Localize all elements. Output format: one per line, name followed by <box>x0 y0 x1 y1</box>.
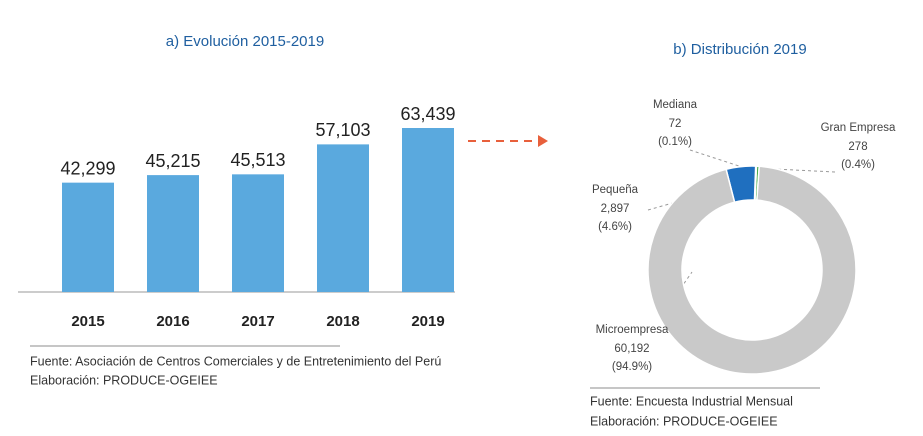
x-tick-label: 2016 <box>156 313 189 330</box>
value-label: 63,439 <box>400 104 455 124</box>
chart-title: a) Evolución 2015-2019 <box>166 33 324 50</box>
bar <box>317 144 369 292</box>
segment-name: Pequeña <box>592 184 639 196</box>
value-label: 72 <box>669 118 682 130</box>
value-label: 57,103 <box>315 120 370 140</box>
bar <box>402 128 454 292</box>
share-label: (0.1%) <box>658 136 692 148</box>
x-tick-label: 2017 <box>241 313 274 330</box>
value-label: 278 <box>848 141 867 153</box>
share-label: (94.9%) <box>612 361 652 373</box>
value-label: 2,897 <box>601 203 630 215</box>
segment-name: Mediana <box>653 99 698 111</box>
donut-segment <box>647 165 857 375</box>
arrow <box>468 135 548 147</box>
value-label: 60,192 <box>614 343 649 355</box>
bar <box>62 182 114 292</box>
share-label: (4.6%) <box>598 221 632 233</box>
share-label: (0.4%) <box>841 159 875 171</box>
chart-title: b) Distribución 2019 <box>673 41 806 58</box>
source: Fuente: Encuesta Industrial Mensual <box>590 394 793 408</box>
x-tick-label: 2019 <box>411 313 444 330</box>
x-tick-label: 2018 <box>326 313 359 330</box>
segment-name: Gran Empresa <box>821 122 896 134</box>
bar <box>232 174 284 292</box>
segment-name: Microempresa <box>596 324 669 336</box>
value-label: 45,513 <box>230 150 285 170</box>
value-label: 45,215 <box>145 151 200 171</box>
value-label: 42,299 <box>60 158 115 178</box>
bar <box>147 175 199 292</box>
x-tick-label: 2015 <box>71 313 104 330</box>
source: Fuente: Asociación de Centros Comerciale… <box>30 354 441 368</box>
credit: Elaboración: PRODUCE-OGEIEE <box>30 373 218 387</box>
credit: Elaboración: PRODUCE-OGEIEE <box>590 414 778 428</box>
